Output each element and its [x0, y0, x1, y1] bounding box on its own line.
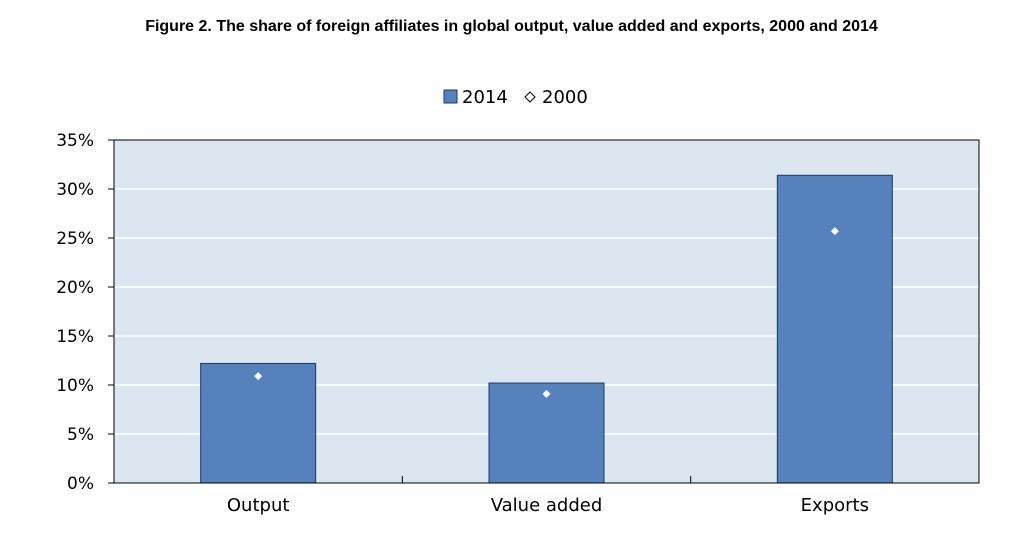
x-category-label: Value added [491, 495, 603, 516]
marker-2000 [542, 389, 551, 398]
bar-2014 [200, 362, 317, 484]
y-tick-label: 0% [67, 474, 94, 494]
legend-label-2014: 2014 [462, 87, 508, 108]
bar-2014 [488, 382, 605, 484]
legend-label-2000: 2000 [542, 87, 588, 108]
y-tick-label: 15% [56, 327, 94, 347]
plot-frame [113, 139, 980, 484]
x-category-labels: Output Value added Exports [227, 495, 869, 516]
y-tick-label: 30% [56, 180, 94, 200]
marker-2000 [254, 372, 263, 381]
x-category-label: Exports [801, 495, 869, 516]
marker-2000 [830, 227, 839, 236]
y-tick-label: 25% [56, 229, 94, 249]
chart-title: Figure 2. The share of foreign affiliate… [145, 18, 878, 35]
legend-marker-2000 [524, 91, 536, 103]
axes [113, 139, 980, 484]
y-tick-label: 20% [56, 278, 94, 298]
y-tick-label: 10% [56, 376, 94, 396]
legend: 2014 2000 [443, 87, 588, 108]
bars-2014 [200, 174, 893, 484]
y-tick-label: 35% [56, 131, 94, 151]
x-category-label: Output [227, 495, 290, 516]
y-tick-label: 5% [67, 425, 94, 445]
bar-2014 [776, 174, 893, 484]
markers-2000 [254, 227, 839, 398]
y-tick-labels: 0% 5% 10% 15% 20% 25% 30% 35% [56, 131, 94, 494]
legend-swatch-2014 [443, 89, 458, 104]
